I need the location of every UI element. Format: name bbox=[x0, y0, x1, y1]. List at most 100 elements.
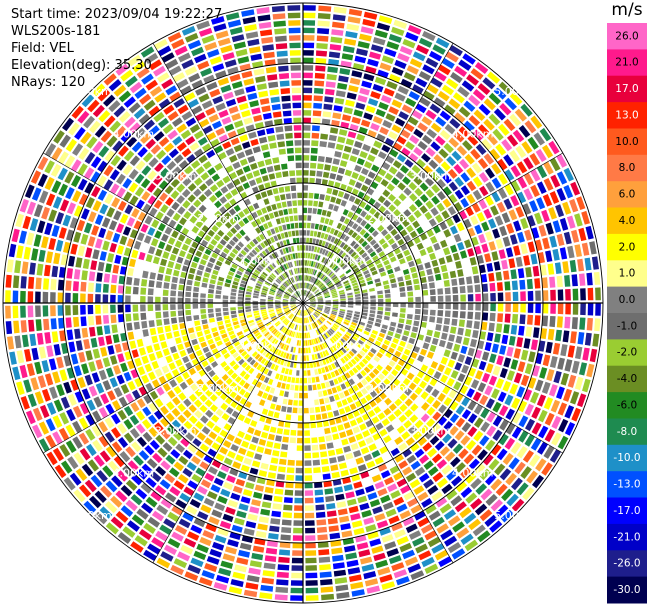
velocity-gate bbox=[332, 325, 338, 330]
velocity-gate bbox=[437, 364, 445, 373]
velocity-gate bbox=[522, 450, 534, 463]
velocity-gate bbox=[100, 485, 113, 498]
velocity-gate bbox=[37, 375, 47, 389]
velocity-gate bbox=[290, 587, 303, 594]
velocity-gate bbox=[492, 415, 503, 427]
velocity-gate bbox=[264, 486, 274, 494]
velocity-gate bbox=[362, 143, 371, 152]
velocity-gate bbox=[363, 11, 378, 20]
velocity-gate bbox=[238, 447, 247, 456]
velocity-gate bbox=[425, 109, 437, 120]
velocity-gate bbox=[64, 155, 76, 168]
velocity-gate bbox=[379, 527, 391, 536]
velocity-gate bbox=[467, 347, 475, 357]
velocity-gate bbox=[303, 355, 306, 361]
instrument-name: WLS200s-181 bbox=[11, 24, 101, 39]
velocity-gate bbox=[382, 119, 393, 129]
velocity-gate bbox=[229, 171, 238, 180]
velocity-gate bbox=[345, 99, 355, 107]
velocity-gate bbox=[251, 211, 258, 219]
velocity-gate bbox=[285, 247, 289, 254]
velocity-gate bbox=[317, 296, 323, 299]
velocity-gate bbox=[168, 148, 179, 159]
velocity-gate bbox=[362, 292, 368, 297]
colorbar-swatch bbox=[607, 313, 647, 340]
velocity-gate bbox=[135, 488, 148, 500]
velocity-gate bbox=[403, 249, 411, 257]
velocity-gate bbox=[414, 448, 425, 458]
velocity-gate bbox=[412, 51, 426, 62]
velocity-gate bbox=[521, 141, 533, 154]
velocity-gate bbox=[241, 440, 250, 449]
velocity-gate bbox=[292, 407, 298, 414]
velocity-gate bbox=[309, 170, 316, 177]
velocity-gate bbox=[140, 287, 147, 295]
velocity-gate bbox=[304, 445, 311, 451]
velocity-gate bbox=[387, 483, 398, 493]
velocity-gate bbox=[388, 193, 396, 202]
velocity-gate bbox=[139, 93, 152, 105]
velocity-gate bbox=[293, 125, 302, 131]
velocity-gate bbox=[318, 283, 324, 288]
velocity-gate bbox=[326, 251, 332, 258]
velocity-gate bbox=[383, 407, 392, 416]
velocity-gate bbox=[311, 314, 316, 320]
velocity-gate bbox=[496, 355, 504, 366]
velocity-gate bbox=[572, 288, 579, 301]
velocity-gate bbox=[172, 352, 180, 361]
velocity-gate bbox=[393, 408, 402, 418]
velocity-gate bbox=[401, 335, 408, 342]
velocity-gate bbox=[498, 433, 509, 446]
velocity-gate bbox=[508, 209, 518, 221]
velocity-gate bbox=[404, 159, 414, 168]
velocity-gate bbox=[405, 280, 412, 286]
velocity-gate bbox=[171, 531, 184, 542]
velocity-gate bbox=[68, 255, 76, 267]
velocity-gate bbox=[268, 81, 279, 89]
velocity-gate bbox=[289, 314, 294, 319]
velocity-gate bbox=[300, 245, 303, 251]
velocity-gate bbox=[138, 113, 151, 125]
velocity-gate bbox=[544, 429, 556, 443]
velocity-gate bbox=[388, 515, 400, 525]
velocity-gate bbox=[527, 215, 536, 227]
velocity-gate bbox=[541, 277, 548, 289]
velocity-gate bbox=[463, 512, 477, 525]
velocity-gate bbox=[232, 321, 239, 326]
velocity-gate bbox=[240, 464, 250, 473]
velocity-gate bbox=[512, 314, 519, 324]
velocity-gate bbox=[121, 256, 129, 266]
velocity-gate bbox=[308, 385, 313, 391]
velocity-gate bbox=[388, 555, 402, 565]
velocity-gate bbox=[280, 359, 285, 366]
velocity-gate bbox=[384, 311, 391, 316]
velocity-gate bbox=[183, 538, 197, 548]
velocity-gate bbox=[58, 227, 67, 239]
velocity-gate bbox=[184, 165, 194, 175]
velocity-gate bbox=[176, 551, 191, 562]
velocity-gate bbox=[134, 127, 146, 139]
velocity-gate bbox=[309, 316, 313, 322]
velocity-gate bbox=[231, 248, 239, 255]
velocity-gate bbox=[252, 271, 259, 277]
velocity-gate bbox=[539, 127, 552, 142]
velocity-gate bbox=[278, 333, 283, 339]
velocity-gate bbox=[347, 297, 354, 301]
velocity-gate bbox=[254, 287, 261, 292]
velocity-gate bbox=[269, 254, 274, 261]
velocity-gate bbox=[321, 466, 330, 473]
velocity-gate bbox=[388, 166, 398, 175]
velocity-gate bbox=[310, 304, 316, 306]
velocity-gate bbox=[476, 212, 486, 222]
velocity-gate bbox=[344, 545, 356, 553]
velocity-gate bbox=[333, 6, 347, 14]
velocity-gate bbox=[362, 296, 369, 300]
velocity-gate bbox=[269, 142, 277, 149]
velocity-gate bbox=[284, 294, 290, 298]
velocity-gate bbox=[20, 320, 27, 333]
velocity-gate bbox=[147, 288, 154, 296]
velocity-gate bbox=[170, 178, 180, 188]
velocity-gate bbox=[191, 79, 204, 90]
velocity-gate bbox=[305, 565, 317, 571]
